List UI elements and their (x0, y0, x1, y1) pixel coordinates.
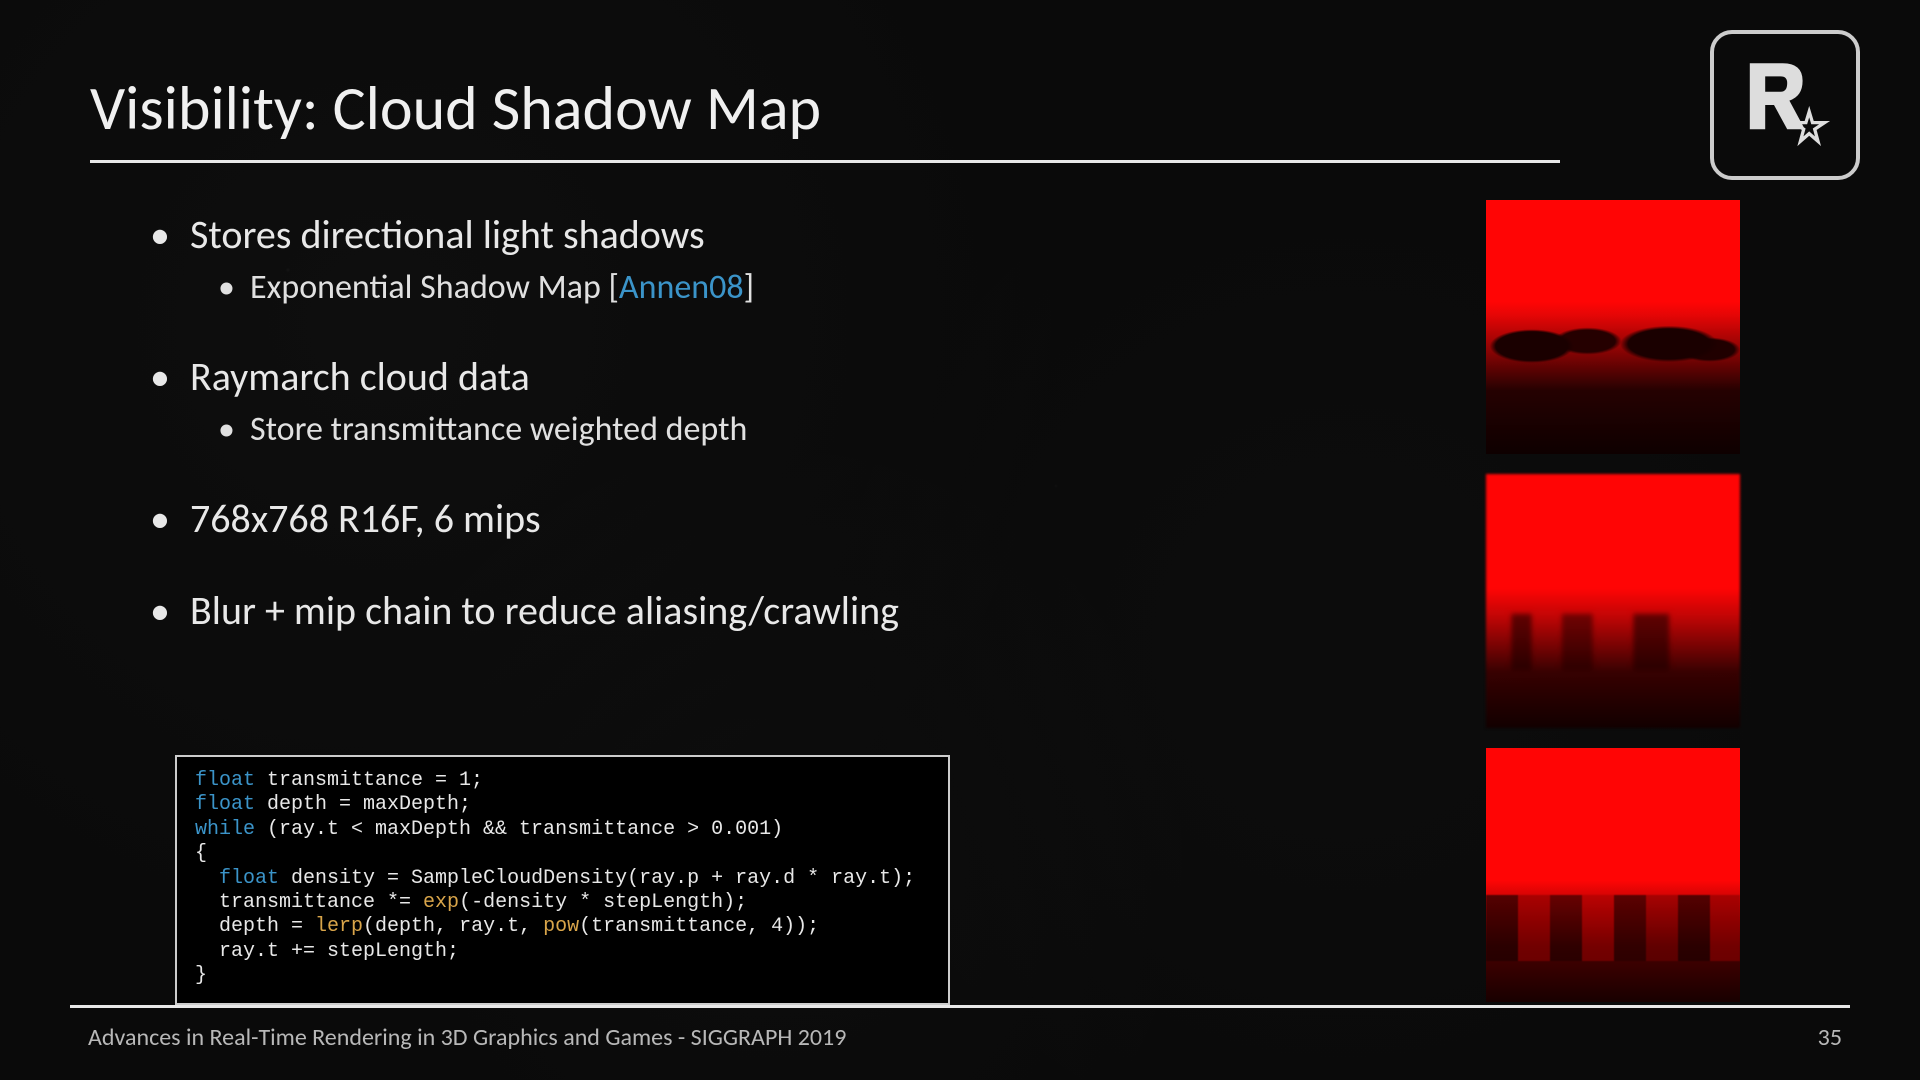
shadow-map-image-1 (1486, 200, 1740, 454)
bullet-1: Stores directional light shadows Exponen… (150, 210, 1250, 310)
reference-link: Annen08 (619, 267, 744, 308)
bullet-2-sub-1: Store transmittance weighted depth (190, 408, 1250, 452)
image-column (1486, 200, 1740, 1002)
footer-rule (70, 1005, 1850, 1008)
bullet-list: Stores directional light shadows Exponen… (150, 210, 1250, 636)
content-area: Stores directional light shadows Exponen… (150, 210, 1250, 678)
rockstar-logo (1710, 30, 1860, 180)
bullet-2-text: Raymarch cloud data (190, 352, 530, 401)
bullet-4: Blur + mip chain to reduce aliasing/craw… (150, 586, 1250, 636)
title-rule (90, 160, 1560, 163)
footer-text: Advances in Real-Time Rendering in 3D Gr… (88, 1023, 846, 1052)
slide-title: Visibility: Cloud Shadow Map (90, 70, 821, 146)
code-block: float transmittance = 1; float depth = m… (175, 755, 950, 1005)
rockstar-logo-icon (1730, 50, 1840, 160)
shadow-map-image-3 (1486, 748, 1740, 1002)
bullet-1-sub-1: Exponential Shadow Map [Annen08] (190, 266, 1250, 310)
bullet-3: 768x768 R16F, 6 mips (150, 494, 1250, 544)
bullet-1-text: Stores directional light shadows (190, 210, 705, 259)
bullet-2: Raymarch cloud data Store transmittance … (150, 352, 1250, 452)
page-number: 35 (1818, 1023, 1842, 1052)
shadow-map-image-2 (1486, 474, 1740, 728)
